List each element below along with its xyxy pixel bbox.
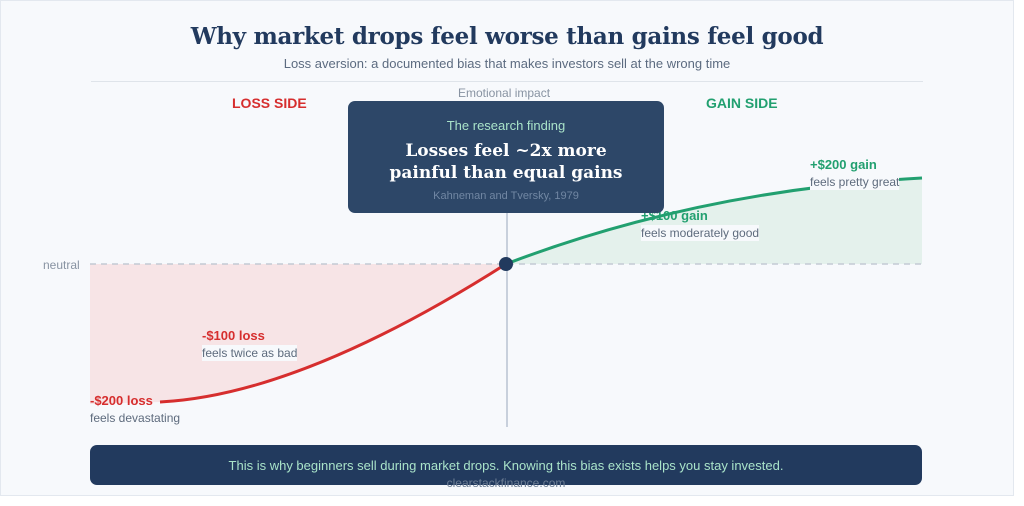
annotation-note: feels devastating <box>90 410 181 426</box>
loss-side-label: LOSS SIDE <box>232 95 307 111</box>
annotation-gain-200: +$200 gain feels pretty great <box>810 156 900 190</box>
gain-side-label: GAIN SIDE <box>706 95 778 111</box>
annotation-value: -$200 loss <box>90 393 153 408</box>
footer-banner: This is why beginners sell during market… <box>90 445 922 490</box>
loss-region <box>90 264 506 404</box>
annotation-note: feels moderately good <box>641 225 760 241</box>
title-divider <box>91 81 923 82</box>
annotation-value: -$100 loss <box>202 328 265 343</box>
finding-headline: Losses feel ~2x more painful than equal … <box>348 140 664 184</box>
annotation-gain-100: +$100 gain feels moderately good <box>641 207 760 241</box>
finding-headline-line2: painful than equal gains <box>389 163 623 183</box>
footer-message: This is why beginners sell during market… <box>228 458 784 473</box>
footer-site: clearstackfinance.com <box>446 476 566 490</box>
annotation-loss-100: -$100 loss feels twice as bad <box>202 327 298 361</box>
annotation-loss-200: -$200 loss feels devastating <box>90 392 181 426</box>
page-subtitle: Loss aversion: a documented bias that ma… <box>283 56 731 71</box>
finding-citation: Kahneman and Tversky, 1979 <box>433 190 579 202</box>
neutral-label: neutral <box>43 258 80 272</box>
origin-dot <box>499 257 513 271</box>
finding-headline-line1: Losses feel ~2x more <box>405 141 607 161</box>
annotation-note: feels pretty great <box>810 174 900 190</box>
gain-region <box>506 178 922 264</box>
annotation-value: +$200 gain <box>810 157 877 172</box>
loss-curve <box>159 262 507 404</box>
finding-label: The research finding <box>446 118 566 133</box>
annotation-note: feels twice as bad <box>202 345 298 361</box>
research-finding-box: The research finding Losses feel ~2x mor… <box>348 101 664 213</box>
axis-label: Emotional impact <box>458 86 551 100</box>
page-title: Why market drops feel worse than gains f… <box>190 23 824 50</box>
